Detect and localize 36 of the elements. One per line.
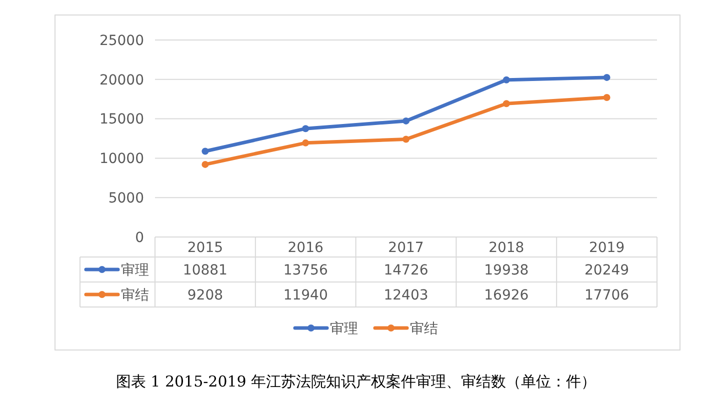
y-tick-label: 15000 — [99, 112, 144, 128]
text: 审理 — [330, 320, 358, 337]
data-label: 17706 — [584, 287, 630, 304]
point — [502, 100, 510, 108]
text: 图表 1 2015-2019 年江苏法院知识产权案件审理、审结数（单位：件） — [116, 372, 596, 390]
x-tick-label: 2017 — [388, 240, 424, 256]
y-tick-label: 20000 — [99, 72, 144, 88]
point — [302, 125, 310, 132]
data-label: 14726 — [384, 262, 428, 278]
data-label: 12403 — [384, 287, 428, 304]
data-label: 13756 — [283, 262, 328, 278]
text: 审结 — [410, 320, 438, 337]
legend-label: 审理 — [121, 262, 149, 278]
point — [402, 136, 410, 143]
data-label: 19938 — [484, 262, 529, 278]
x-tick-label: 2018 — [488, 240, 524, 256]
point — [202, 160, 209, 168]
x-tick-label: 2016 — [288, 240, 324, 256]
point — [302, 139, 310, 146]
point — [502, 76, 510, 84]
y-tick-label: 5000 — [108, 190, 144, 206]
legend-label: 审结 — [121, 287, 149, 304]
data-label: 16926 — [484, 287, 529, 304]
y-tick-label: 0 — [135, 230, 144, 246]
point — [202, 148, 209, 155]
data-label: 11940 — [283, 287, 328, 304]
y-tick-label: 10000 — [99, 151, 144, 168]
point — [402, 117, 410, 124]
data-label: 20249 — [584, 262, 630, 278]
x-tick-label: 2019 — [588, 240, 625, 256]
x-tick-label: 2015 — [187, 240, 224, 256]
point — [603, 94, 610, 101]
point — [603, 74, 610, 81]
data-label: 9208 — [187, 287, 224, 304]
data-label: 10881 — [182, 262, 228, 278]
y-tick-label: 25000 — [99, 32, 144, 49]
